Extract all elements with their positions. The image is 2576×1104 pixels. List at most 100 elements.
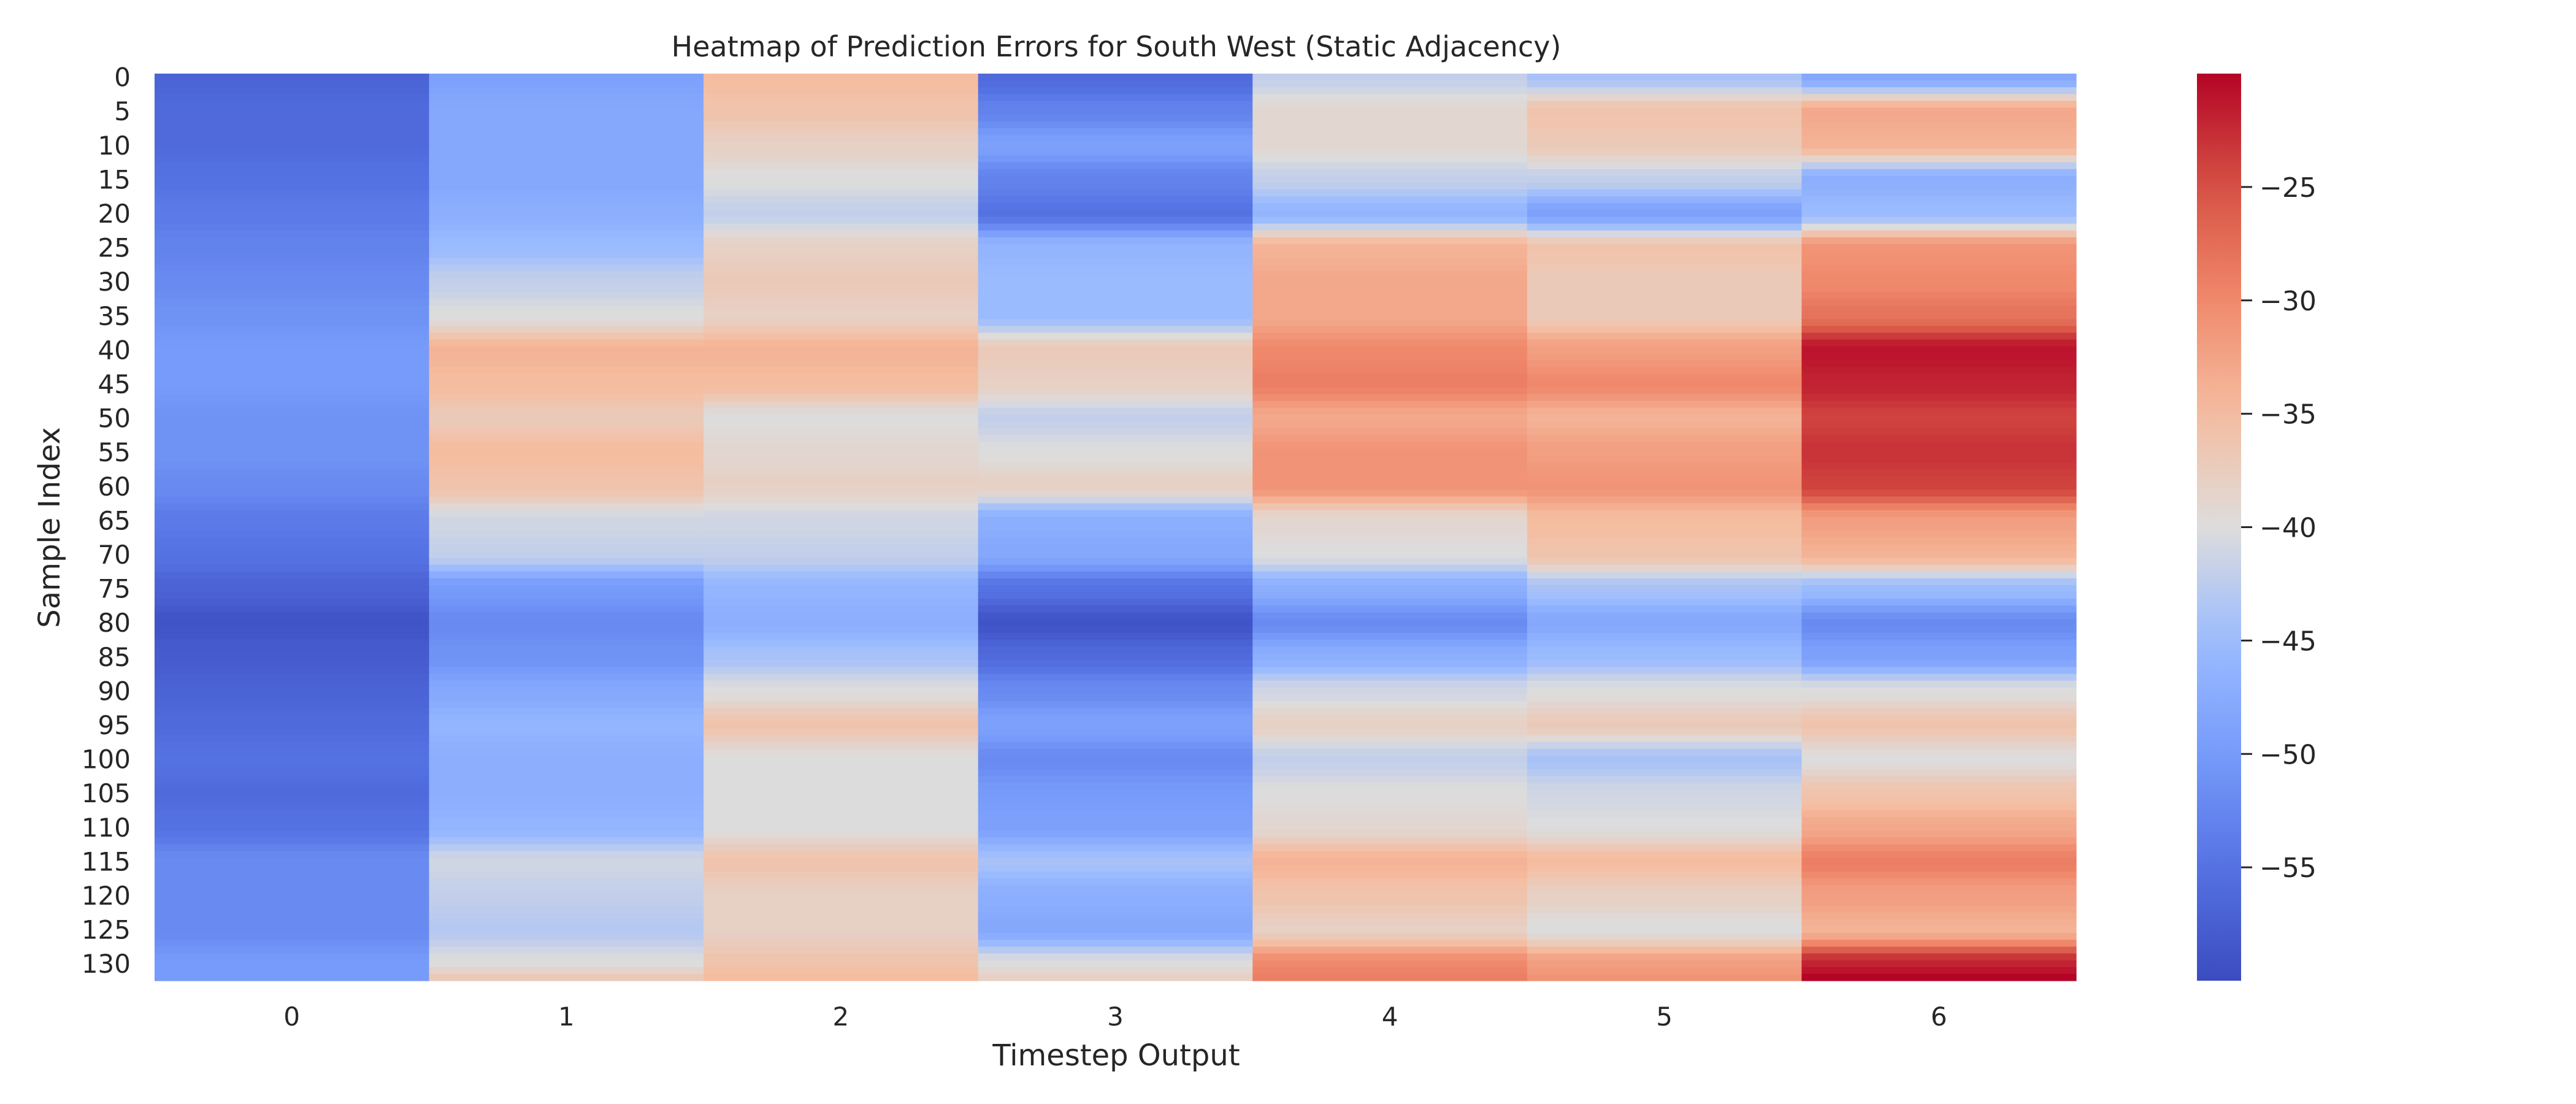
heatmap-cell [1801,476,2077,483]
y-tick-label: 50 [98,404,131,434]
heatmap-cell [1252,80,1528,88]
heatmap-cell [155,489,430,497]
heatmap-cell [978,728,1253,736]
heatmap-cell [429,523,704,531]
heatmap-cell [1252,87,1528,94]
heatmap-cell [1801,680,2077,688]
heatmap-cell [703,258,979,265]
heatmap-cell [429,401,704,408]
heatmap-cell [429,74,704,81]
heatmap-cell [978,407,1253,415]
heatmap-cell [978,776,1253,784]
heatmap-cell [1252,489,1528,497]
heatmap-cell [703,571,979,579]
heatmap-cell [1527,824,1803,831]
y-axis-label: Sample Index [33,427,67,627]
heatmap-cell [1527,599,1803,606]
heatmap-cell [155,387,430,395]
heatmap-cell [1252,940,1528,947]
heatmap-cell [1252,244,1528,251]
heatmap-cell [1252,646,1528,654]
heatmap-cell [1252,824,1528,831]
heatmap-cell [1801,455,2077,463]
heatmap-cell [703,933,979,940]
heatmap-cell [1527,175,1803,183]
heatmap-cell [703,80,979,88]
heatmap-cell [429,694,704,702]
heatmap-cell [1801,899,2077,907]
heatmap-cell [978,619,1253,627]
heatmap-cell [155,926,430,933]
heatmap-cell [429,374,704,381]
heatmap-cell [429,789,704,797]
heatmap-cell [703,639,979,647]
heatmap-cell [1252,585,1528,592]
heatmap-cell [429,291,704,299]
heatmap-cell [1801,967,2077,975]
heatmap-cell [703,298,979,306]
heatmap-cell [429,415,704,422]
heatmap-cell [429,462,704,470]
heatmap-cell [429,592,704,599]
heatmap-cell [155,851,430,859]
heatmap-cell [155,762,430,770]
heatmap-cell [1252,878,1528,886]
heatmap-cell [429,892,704,900]
heatmap-cell [1252,258,1528,265]
heatmap-cell [1252,305,1528,313]
heatmap-cell [1252,926,1528,933]
heatmap-cell [1527,87,1803,94]
heatmap-cell [703,339,979,347]
heatmap-cell [155,448,430,456]
heatmap-cell [703,864,979,872]
heatmap-cell [1801,271,2077,279]
heatmap-cell [1801,721,2077,729]
heatmap-cell [703,264,979,272]
heatmap-cell [1801,789,2077,797]
heatmap-cell [703,94,979,102]
heatmap-cell [155,715,430,723]
heatmap-cell [1252,162,1528,170]
heatmap-cell [978,639,1253,647]
heatmap-cell [1252,101,1528,109]
heatmap-cell [1527,394,1803,402]
heatmap-cell [1801,230,2077,238]
heatmap-cell [1527,578,1803,586]
heatmap-cell [1252,182,1528,190]
heatmap-cell [1252,817,1528,824]
heatmap-cell [978,237,1253,245]
heatmap-cell [703,769,979,776]
heatmap-cell [703,142,979,149]
heatmap-cell [1527,121,1803,129]
heatmap-cell [1801,632,2077,640]
heatmap-cell [155,435,430,443]
heatmap-cell [429,360,704,367]
heatmap-cell [1252,872,1528,879]
heatmap-cell [1801,258,2077,265]
heatmap-cell [1801,912,2077,920]
heatmap-cell [155,80,430,88]
heatmap-cell [155,844,430,852]
heatmap-cell [1252,223,1528,231]
heatmap-cell [703,564,979,572]
heatmap-cell [1252,442,1528,450]
heatmap-cell [978,708,1253,715]
heatmap-cell [1801,796,2077,804]
heatmap-cell [1527,531,1803,538]
heatmap-cell [978,223,1253,231]
y-tick-label: 90 [98,676,131,706]
heatmap-cell [703,407,979,415]
heatmap-cell [978,326,1253,334]
heatmap-cell [978,612,1253,620]
chart-title: Heatmap of Prediction Errors for South W… [672,30,1562,63]
heatmap-cell [1527,899,1803,907]
heatmap-cell [1527,94,1803,102]
heatmap-cell [978,258,1253,265]
heatmap-cell [1527,442,1803,450]
heatmap-cell [1801,483,2077,490]
heatmap-cell [703,217,979,224]
heatmap-cell [155,578,430,586]
heatmap-cell [978,735,1253,743]
heatmap-cell [703,114,979,122]
y-tick-label: 85 [98,642,131,672]
